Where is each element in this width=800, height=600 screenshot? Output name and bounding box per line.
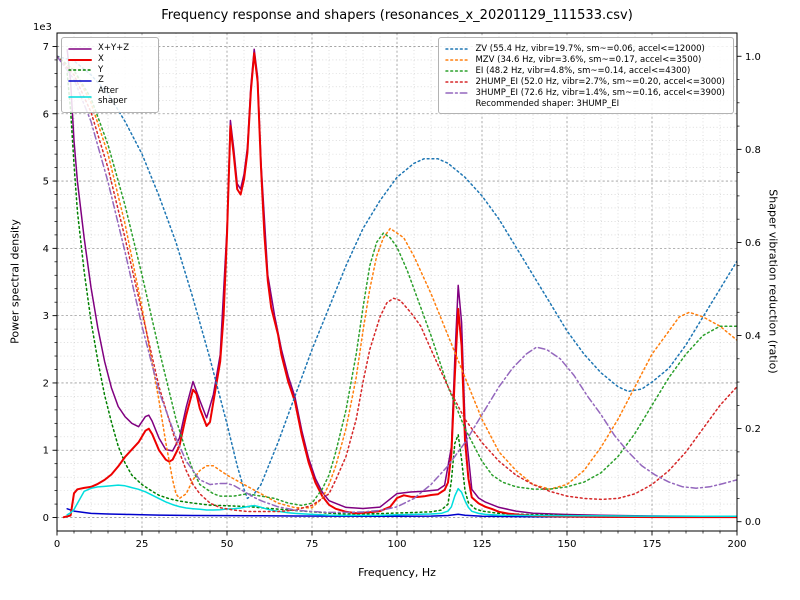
legend-entry: 3HUMP_EI (72.6 Hz, vibr=1.4%, sm~=0.16, …: [445, 88, 725, 98]
y-axis-label-left: Power spectral density: [8, 219, 22, 344]
axis-offset-text: 1e3: [33, 22, 52, 33]
series-3HUMP_EI: [57, 55, 737, 514]
legend-label: Y: [98, 64, 104, 75]
series-ZV: [57, 55, 737, 500]
legend-line-swatch: [68, 93, 92, 101]
series-MZV: [57, 55, 737, 509]
legend-label: ZV (55.4 Hz, vibr=19.7%, sm~=0.06, accel…: [475, 44, 705, 54]
legend-entry: EI (48.2 Hz, vibr=4.8%, sm~=0.14, accel<…: [445, 66, 725, 76]
legend-entry: X: [68, 53, 150, 65]
series-Z: [66, 508, 737, 518]
y-right-tick-label: 0.2: [745, 424, 761, 435]
x-axis-label: Frequency, Hz: [358, 566, 436, 579]
legend-entry: ZV (55.4 Hz, vibr=19.7%, sm~=0.06, accel…: [445, 44, 725, 54]
legend-entry: MZV (34.6 Hz, vibr=3.6%, sm~=0.17, accel…: [445, 55, 725, 65]
legend-line-swatch: [445, 78, 470, 86]
y-left-tick-label: 6: [43, 109, 49, 120]
y-right-tick-label: 0.0: [745, 517, 761, 528]
y-left-tick-label: 5: [43, 177, 49, 188]
y-left-tick-label: 0: [43, 513, 49, 524]
legend-label: X+Y+Z: [98, 43, 130, 53]
x-tick-label: 100: [387, 539, 406, 550]
y-left-tick-label: 2: [43, 378, 49, 389]
legend-label: After shaper: [98, 86, 128, 106]
x-tick-label: 25: [136, 539, 149, 550]
legend-label: 3HUMP_EI (72.6 Hz, vibr=1.4%, sm~=0.16, …: [475, 88, 725, 98]
series-2HUMP_EI: [57, 55, 737, 513]
y-left-tick-label: 7: [43, 42, 49, 53]
series-group: [57, 48, 737, 519]
recommended-shaper-note: Recommended shaper: 3HUMP_EI: [475, 99, 620, 109]
y-right-tick-label: 0.6: [745, 238, 761, 249]
legend-line-swatch: [68, 56, 92, 64]
legend-label: X: [98, 53, 104, 64]
x-tick-label: 0: [54, 539, 60, 550]
x-tick-label: 200: [727, 539, 746, 550]
legend-line-swatch: [68, 45, 92, 53]
y-right-tick-label: 1.0: [745, 52, 761, 63]
x-tick-label: 175: [642, 539, 661, 550]
legend-line-swatch: [68, 66, 92, 74]
legend-line-swatch: [445, 89, 470, 97]
y-left-tick-label: 3: [43, 311, 49, 322]
legend-shapers: ZV (55.4 Hz, vibr=19.7%, sm~=0.06, accel…: [438, 37, 734, 114]
x-tick-label: 150: [557, 539, 576, 550]
y-left-tick-label: 1: [43, 446, 49, 457]
x-tick-label: 75: [306, 539, 319, 550]
chart-title: Frequency response and shapers (resonanc…: [161, 8, 633, 23]
legend-label: 2HUMP_EI (52.0 Hz, vibr=2.7%, sm~=0.20, …: [475, 77, 725, 87]
legend-line-swatch: [445, 56, 470, 64]
series-X: [62, 52, 737, 519]
y-right-tick-label: 0.4: [745, 331, 761, 342]
y-left-tick-label: 4: [43, 244, 49, 255]
series-EI: [57, 55, 737, 507]
legend-entry: X+Y+Z: [68, 43, 150, 54]
legend-line-swatch: [445, 45, 470, 53]
legend-entry: Z: [68, 76, 150, 86]
y-right-tick-label: 0.8: [745, 145, 761, 156]
legend-line-swatch: [68, 77, 92, 85]
legend-axes: X+Y+Z X Y Z After shaper: [61, 37, 159, 113]
legend-entry: After shaper: [68, 86, 150, 107]
legend-entry: 2HUMP_EI (52.0 Hz, vibr=2.7%, sm~=0.20, …: [445, 77, 725, 87]
legend-label: MZV (34.6 Hz, vibr=3.6%, sm~=0.17, accel…: [475, 55, 702, 65]
legend-label: Z: [98, 75, 104, 86]
x-tick-label: 125: [472, 539, 491, 550]
x-tick-label: 50: [221, 539, 234, 550]
legend-label: EI (48.2 Hz, vibr=4.8%, sm~=0.14, accel<…: [475, 66, 691, 76]
legend-line-swatch: [445, 67, 470, 75]
y-axis-label-right: Shaper vibration reduction (ratio): [766, 189, 780, 374]
series-After shaper: [66, 484, 737, 518]
legend-entry: Y: [68, 64, 150, 76]
